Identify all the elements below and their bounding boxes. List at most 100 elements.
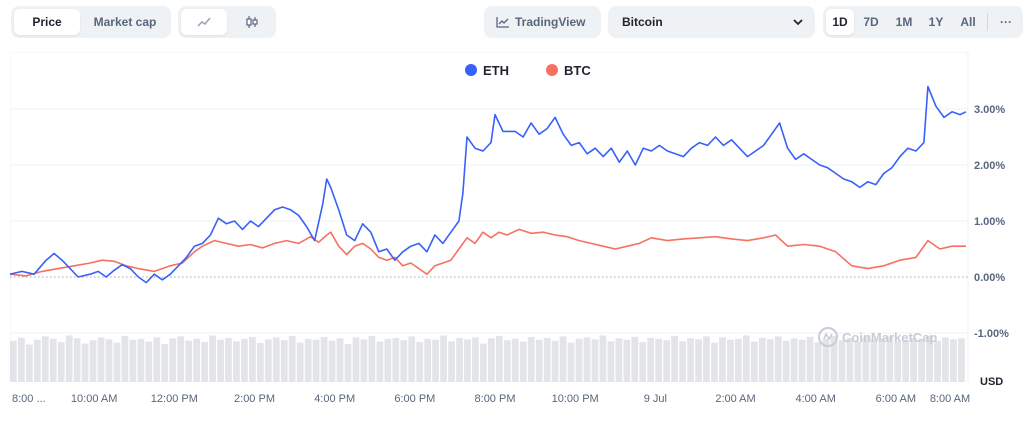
volume-bar bbox=[583, 337, 591, 382]
chart-legend: ETH BTC bbox=[465, 63, 591, 78]
volume-bar bbox=[185, 340, 193, 382]
volume-bar bbox=[782, 340, 790, 382]
volume-bar bbox=[376, 341, 384, 382]
volume-bar bbox=[607, 341, 615, 382]
volume-bar bbox=[559, 336, 567, 382]
volume-bar bbox=[233, 341, 240, 382]
volume-bar bbox=[49, 338, 57, 382]
volume-bar bbox=[456, 337, 463, 382]
volume-bar bbox=[272, 337, 280, 382]
volume-bar bbox=[209, 335, 216, 382]
tab-market-cap[interactable]: Market cap bbox=[93, 15, 157, 29]
y-axis-ticks: 3.00% 2.00% 1.00% 0.00% -1.00% bbox=[974, 104, 1009, 340]
volume-bar bbox=[854, 341, 862, 382]
volume-bar bbox=[256, 343, 264, 382]
volume-bar bbox=[392, 337, 400, 382]
volume-bar bbox=[543, 337, 551, 382]
tradingview-button[interactable]: TradingView bbox=[484, 6, 601, 38]
volume-bar bbox=[758, 337, 766, 382]
volume-bar bbox=[886, 336, 894, 382]
x-tick-label: 12:00 PM bbox=[151, 393, 198, 405]
volume-bar bbox=[719, 337, 726, 382]
range-7d[interactable]: 7D bbox=[863, 15, 879, 29]
volume-bar bbox=[846, 337, 854, 382]
chart-svg[interactable]: CoinMarketCap ETH BTC 3.00% 2.00% 1.00% 0.00… bbox=[9, 51, 1016, 414]
volume-bar bbox=[424, 338, 432, 382]
chart-toolbar: Price Market cap TradingView Bitcoin bbox=[0, 0, 1024, 44]
volume-bar bbox=[17, 337, 25, 382]
y-unit-label: USD bbox=[980, 376, 1003, 388]
tradingview-chart-icon bbox=[496, 17, 509, 28]
volume-bar bbox=[950, 339, 957, 382]
volume-bar bbox=[862, 337, 870, 382]
volume-bar bbox=[615, 338, 623, 382]
x-tick-label: 6:00 AM bbox=[876, 393, 916, 405]
volume-bar bbox=[177, 336, 185, 382]
x-tick-label: 8:00 PM bbox=[475, 393, 516, 405]
volume-bar bbox=[822, 338, 830, 382]
x-axis-ticks: 8:00 ... 10:00 AM 12:00 PM 2:00 PM 4:00 PM 6:… bbox=[12, 393, 970, 405]
compare-coin-value: Bitcoin bbox=[622, 15, 663, 29]
volume-bar bbox=[663, 340, 671, 382]
volume-bar bbox=[551, 340, 559, 382]
line-chart-icon bbox=[197, 17, 211, 27]
candlestick-button[interactable] bbox=[230, 9, 273, 35]
x-tick-label: 8:00 AM bbox=[930, 393, 970, 405]
volume-bar bbox=[241, 338, 248, 382]
volume-bar bbox=[926, 335, 933, 382]
volume-bar bbox=[408, 336, 416, 382]
volume-bar bbox=[400, 340, 408, 382]
watermark: CoinMarketCap bbox=[818, 327, 937, 347]
volume-bar bbox=[742, 335, 750, 382]
tradingview-label: TradingView bbox=[515, 15, 586, 29]
volume-bar bbox=[878, 338, 886, 382]
volume-bar bbox=[480, 343, 487, 382]
x-tick-label: 2:00 AM bbox=[715, 393, 755, 405]
volume-bar bbox=[193, 338, 200, 382]
volume-bar bbox=[838, 340, 846, 382]
volume-bar bbox=[312, 339, 320, 382]
y-tick-label: 1.00% bbox=[974, 216, 1005, 228]
range-all[interactable]: All bbox=[960, 15, 976, 29]
volume-bar bbox=[33, 339, 41, 382]
chevron-down-icon bbox=[793, 19, 803, 26]
line-chart-button[interactable] bbox=[181, 9, 227, 35]
volume-bar bbox=[121, 335, 129, 382]
volume-bar bbox=[145, 341, 153, 382]
candlestick-icon bbox=[245, 16, 258, 28]
volume-bar bbox=[623, 339, 631, 382]
volume-bar bbox=[703, 336, 710, 382]
volume-bar bbox=[304, 338, 312, 382]
y-tick-label: -1.00% bbox=[974, 328, 1009, 340]
tab-price[interactable]: Price bbox=[14, 9, 80, 35]
volume-bar bbox=[671, 335, 678, 382]
volume-bar bbox=[432, 339, 439, 382]
volume-bar bbox=[814, 342, 822, 382]
range-1y[interactable]: 1Y bbox=[928, 15, 944, 29]
volume-bar bbox=[336, 338, 344, 382]
range-1d[interactable]: 1D bbox=[826, 9, 854, 35]
range-1m[interactable]: 1M bbox=[895, 15, 913, 29]
metric-toggle: Price Market cap bbox=[11, 6, 171, 38]
volume-bar bbox=[567, 342, 575, 382]
x-tick-label: 4:00 AM bbox=[796, 393, 836, 405]
volume-bar bbox=[727, 339, 734, 382]
volume-bar bbox=[918, 338, 925, 382]
series-lines bbox=[9, 85, 967, 284]
volume-bar bbox=[942, 337, 949, 382]
volume-bar bbox=[448, 341, 455, 382]
volume-bar bbox=[113, 342, 121, 382]
volume-bar bbox=[655, 338, 663, 382]
volume-bar bbox=[527, 336, 535, 382]
volume-bar bbox=[679, 341, 686, 382]
compare-coin-select[interactable]: Bitcoin bbox=[608, 6, 815, 38]
volume-bar bbox=[774, 336, 782, 382]
series-line-eth bbox=[9, 85, 967, 284]
x-tick-label: 10:00 PM bbox=[552, 393, 599, 405]
volume-bar bbox=[264, 339, 272, 382]
volume-bar bbox=[328, 340, 336, 382]
price-chart: CoinMarketCap ETH BTC 3.00% 2.00% 1.00% 0.00… bbox=[9, 51, 1016, 419]
volume-bar bbox=[790, 338, 798, 382]
volume-bar bbox=[137, 338, 145, 382]
more-options-button[interactable]: ··· bbox=[1000, 15, 1012, 29]
